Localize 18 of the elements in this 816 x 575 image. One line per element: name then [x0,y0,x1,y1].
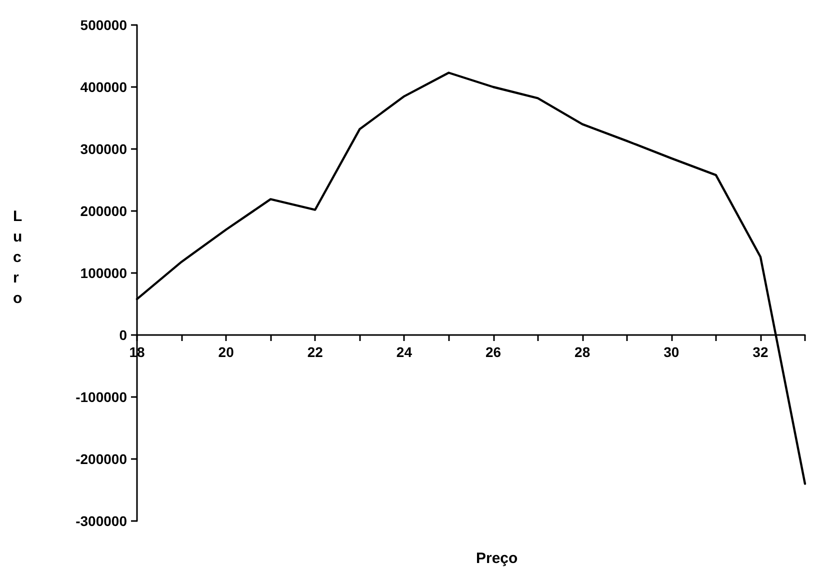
x-tick-label: 28 [574,344,590,360]
y-tick-label: -200000 [76,451,128,467]
x-axis-title: Preço [476,550,518,567]
x-tick-label: 22 [307,344,324,360]
y-tick-label: -300000 [76,513,128,529]
x-tick-label: 26 [485,344,502,360]
y-tick-label: 200000 [80,203,128,219]
x-tick-label: 20 [218,344,234,360]
y-tick-label: 100000 [80,265,128,281]
y-tick-label: -100000 [76,389,128,405]
y-axis-title: Lucro [13,208,22,307]
y-tick-label: 0 [119,327,128,343]
x-tick-label: 24 [396,344,412,360]
y-tick-label: 500000 [80,17,128,33]
x-tick-label: 30 [664,344,680,360]
y-tick-label: 400000 [80,79,128,95]
y-tick-label: 300000 [80,141,128,157]
x-tick-label: 32 [752,344,768,360]
